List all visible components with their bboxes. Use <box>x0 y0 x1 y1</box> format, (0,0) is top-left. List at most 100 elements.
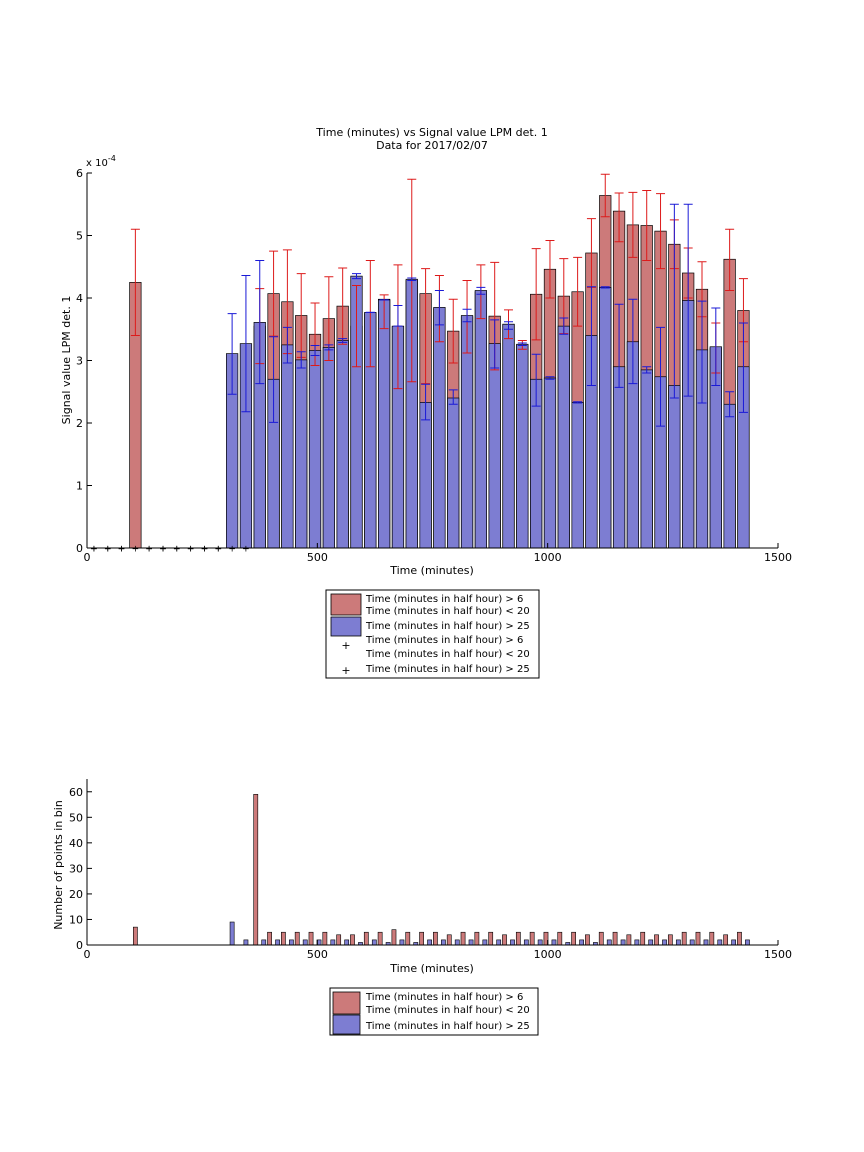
signal-errorbars: + + + + + + + + + + ++ + + + + + + + + + <box>90 173 748 555</box>
count-bar-blue <box>537 939 543 946</box>
count-bar-blue <box>496 939 502 946</box>
count-axes: 0 500 1000 1500 0 10 20 30 40 50 60 <box>69 779 792 961</box>
signal-bar-blue <box>557 325 570 549</box>
signal-empty-bin-marker-red: + <box>242 545 250 555</box>
signal-bar-blue <box>281 344 294 549</box>
count-bar-blue <box>551 939 557 946</box>
signal-y-tick-label: 0 <box>76 542 83 555</box>
signal-empty-bin-marker-blue: + <box>215 545 223 555</box>
signal-empty-bin-marker-blue: + <box>173 545 181 555</box>
count-y-tick-label: 0 <box>76 939 83 952</box>
signal-empty-bin-marker-blue: + <box>145 545 153 555</box>
count-bar-red <box>350 934 355 946</box>
count-bar-red <box>377 931 383 946</box>
count-bar-red <box>405 931 411 946</box>
signal-legend-label-1b: Time (minutes in half hour) < 20 <box>365 606 530 617</box>
signal-empty-bin-marker-blue: + <box>187 545 195 555</box>
count-bar-blue <box>302 939 308 946</box>
signal-bar-blue <box>516 343 529 549</box>
signal-bar-blue <box>378 299 391 549</box>
count-bar-blue <box>579 939 584 946</box>
signal-bar-blue <box>336 340 349 549</box>
count-y-tick-label: 50 <box>69 811 83 824</box>
count-bar-red <box>322 931 328 946</box>
count-bar-blue <box>399 939 405 946</box>
signal-empty-bin-marker-blue: + <box>118 545 126 555</box>
signal-empty-bin-marker-red: + <box>215 545 223 555</box>
signal-legend-swatch-red <box>330 593 362 616</box>
count-bar-red <box>654 934 659 946</box>
count-bar-red <box>557 931 563 946</box>
count-bar-blue <box>662 939 667 946</box>
signal-y-tick-label: 4 <box>76 292 83 305</box>
count-x-tick-label: 1500 <box>764 948 792 961</box>
signal-bars <box>129 195 750 549</box>
signal-empty-bin-marker-red: + <box>159 545 167 555</box>
count-bar-blue <box>427 939 432 946</box>
count-plot: 0 500 1000 1500 0 10 20 30 40 50 60 Time (minutes)… <box>52 779 792 975</box>
signal-empty-bin-marker-blue: + <box>159 545 167 555</box>
count-bar-red <box>612 931 618 946</box>
count-bar-blue <box>703 939 709 946</box>
count-bar-red <box>515 931 521 946</box>
count-bar-red <box>419 931 424 946</box>
count-x-tick-label: 500 <box>307 948 328 961</box>
count-bar-red <box>308 931 314 946</box>
signal-y-tick-label: 3 <box>76 355 83 368</box>
signal-y-exponent: x 10-4 <box>86 154 116 169</box>
signal-bar-blue <box>723 403 736 549</box>
count-bar-blue <box>289 939 294 946</box>
count-bar-blue <box>344 939 350 946</box>
signal-y-tick-label: 5 <box>76 230 83 243</box>
signal-legend-marker-blue: + <box>341 664 350 677</box>
count-bar-red <box>281 931 286 946</box>
count-bar-blue <box>454 939 460 946</box>
signal-bar-blue <box>571 402 584 549</box>
signal-empty-bin-marker-red: + <box>90 545 98 555</box>
count-bar-red <box>294 931 300 946</box>
count-bar-red <box>626 934 632 946</box>
signal-bar-blue <box>308 350 322 549</box>
signal-empty-bin-marker-blue: + <box>90 545 98 555</box>
count-bar-blue <box>229 921 235 946</box>
count-bar-blue <box>482 939 488 946</box>
count-x-tick-label: 1000 <box>534 948 562 961</box>
signal-empty-bin-marker-blue: + <box>201 545 209 555</box>
count-bar-blue <box>243 939 249 946</box>
count-legend-label-2: Time (minutes in half hour) > 25 <box>365 1021 530 1032</box>
signal-plot: + + + + + + + + + + ++ + + + + + + + + + 0 500 1000 1500012345… <box>60 154 792 577</box>
count-bar-blue <box>261 939 267 946</box>
signal-empty-bin-marker-red: + <box>104 545 112 555</box>
chart-title: Time (minutes) vs Signal value LPM det. … <box>315 126 547 139</box>
signal-legend-label-3a: Time (minutes in half hour) > 6 <box>365 635 523 646</box>
count-bar-red <box>571 931 576 946</box>
count-legend-label-1a: Time (minutes in half hour) > 6 <box>365 992 523 1003</box>
count-bar-blue <box>275 939 280 946</box>
signal-y-tick-label: 1 <box>76 480 83 493</box>
count-bar-red <box>529 931 535 946</box>
signal-bar-blue <box>447 397 460 549</box>
count-y-tick-label: 30 <box>69 862 83 875</box>
count-bar-red <box>598 931 604 946</box>
signal-x-tick-label: 1500 <box>764 551 792 564</box>
signal-bar-blue <box>640 369 653 549</box>
count-y-tick-label: 60 <box>69 786 83 799</box>
count-bar-blue <box>745 939 750 946</box>
count-bar-red <box>267 931 272 946</box>
count-bar-blue <box>634 939 640 946</box>
signal-legend-label-3b: Time (minutes in half hour) < 20 <box>365 649 530 660</box>
count-y-axis-label: Number of points in bin <box>52 800 65 930</box>
count-bar-blue <box>330 939 336 946</box>
signal-empty-bin-marker-red: + <box>201 545 209 555</box>
count-bar-red <box>488 931 494 946</box>
count-bar-blue <box>523 939 529 946</box>
signal-empty-bin-marker-blue: + <box>132 545 140 555</box>
count-bar-blue <box>468 939 474 946</box>
count-bar-red <box>723 934 729 946</box>
count-bar-blue <box>620 939 626 946</box>
count-bar-red <box>433 931 438 946</box>
count-bar-blue <box>371 939 377 946</box>
count-bar-blue <box>648 939 654 946</box>
count-bar-blue <box>717 939 723 946</box>
